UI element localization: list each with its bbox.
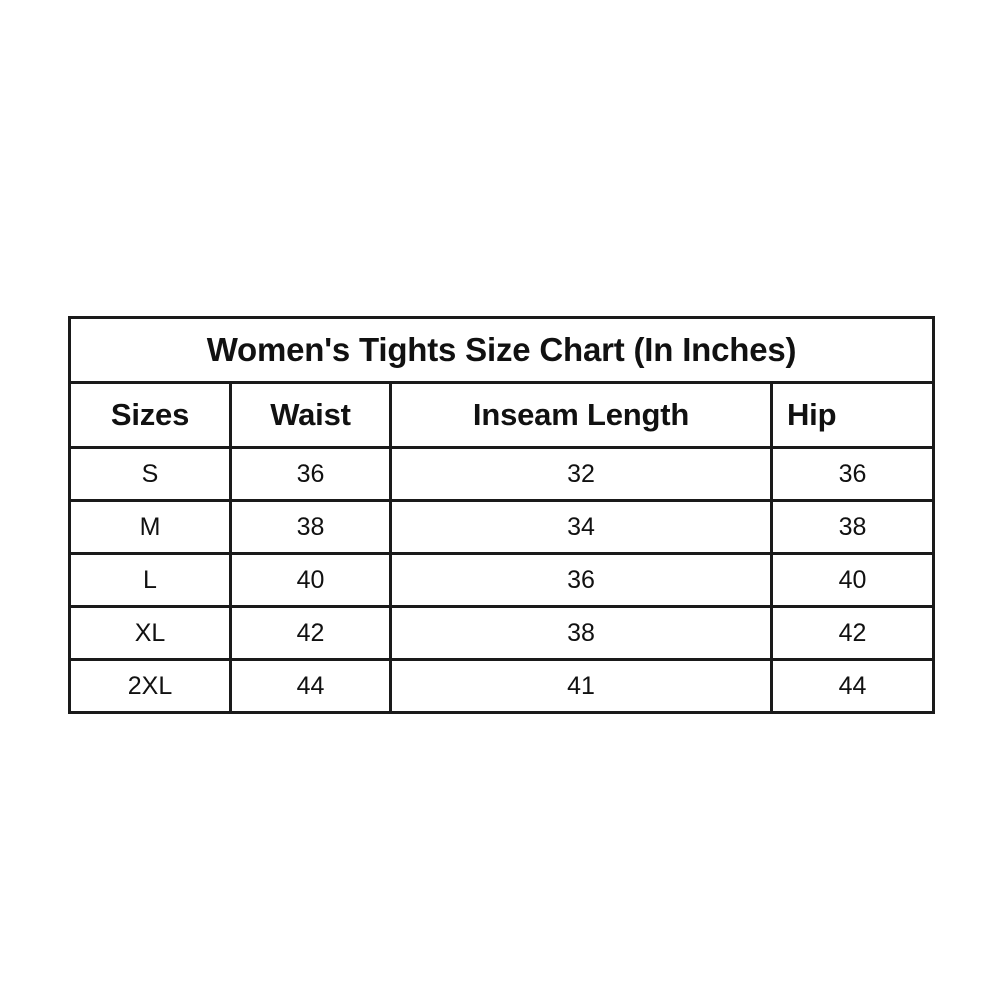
cell-size: 2XL	[68, 658, 232, 714]
cell-waist: 42	[229, 605, 392, 661]
table-row: L 40 36 40	[68, 552, 936, 608]
cell-hip: 42	[769, 605, 936, 661]
cell-inseam: 32	[389, 446, 773, 502]
table-row: 2XL 44 41 44	[68, 658, 936, 714]
cell-waist: 36	[229, 446, 392, 502]
cell-hip: 36	[769, 446, 936, 502]
chart-title-row: Women's Tights Size Chart (In Inches)	[67, 316, 936, 384]
cell-hip: 38	[769, 499, 936, 555]
column-header-waist: Waist	[229, 381, 392, 449]
cell-size: L	[68, 552, 232, 608]
table-row: S 36 32 36	[68, 446, 936, 502]
cell-size: XL	[68, 605, 232, 661]
size-chart-container: Women's Tights Size Chart (In Inches) Si…	[67, 316, 936, 714]
chart-title: Women's Tights Size Chart (In Inches)	[67, 316, 936, 384]
cell-waist: 40	[229, 552, 392, 608]
cell-size: M	[68, 499, 232, 555]
table-row: XL 42 38 42	[68, 605, 936, 661]
cell-hip: 40	[769, 552, 936, 608]
column-header-sizes: Sizes	[68, 381, 232, 449]
column-header-hip: Hip	[769, 381, 936, 449]
cell-inseam: 34	[389, 499, 773, 555]
cell-hip: 44	[769, 658, 936, 714]
cell-inseam: 38	[389, 605, 773, 661]
cell-inseam: 41	[389, 658, 773, 714]
size-chart-table: Women's Tights Size Chart (In Inches) Si…	[67, 316, 936, 714]
cell-size: S	[68, 446, 232, 502]
cell-waist: 44	[229, 658, 392, 714]
column-header-inseam-length: Inseam Length	[389, 381, 773, 449]
table-header-row: Sizes Waist Inseam Length Hip	[68, 381, 936, 449]
table-row: M 38 34 38	[68, 499, 936, 555]
cell-waist: 38	[229, 499, 392, 555]
cell-inseam: 36	[389, 552, 773, 608]
